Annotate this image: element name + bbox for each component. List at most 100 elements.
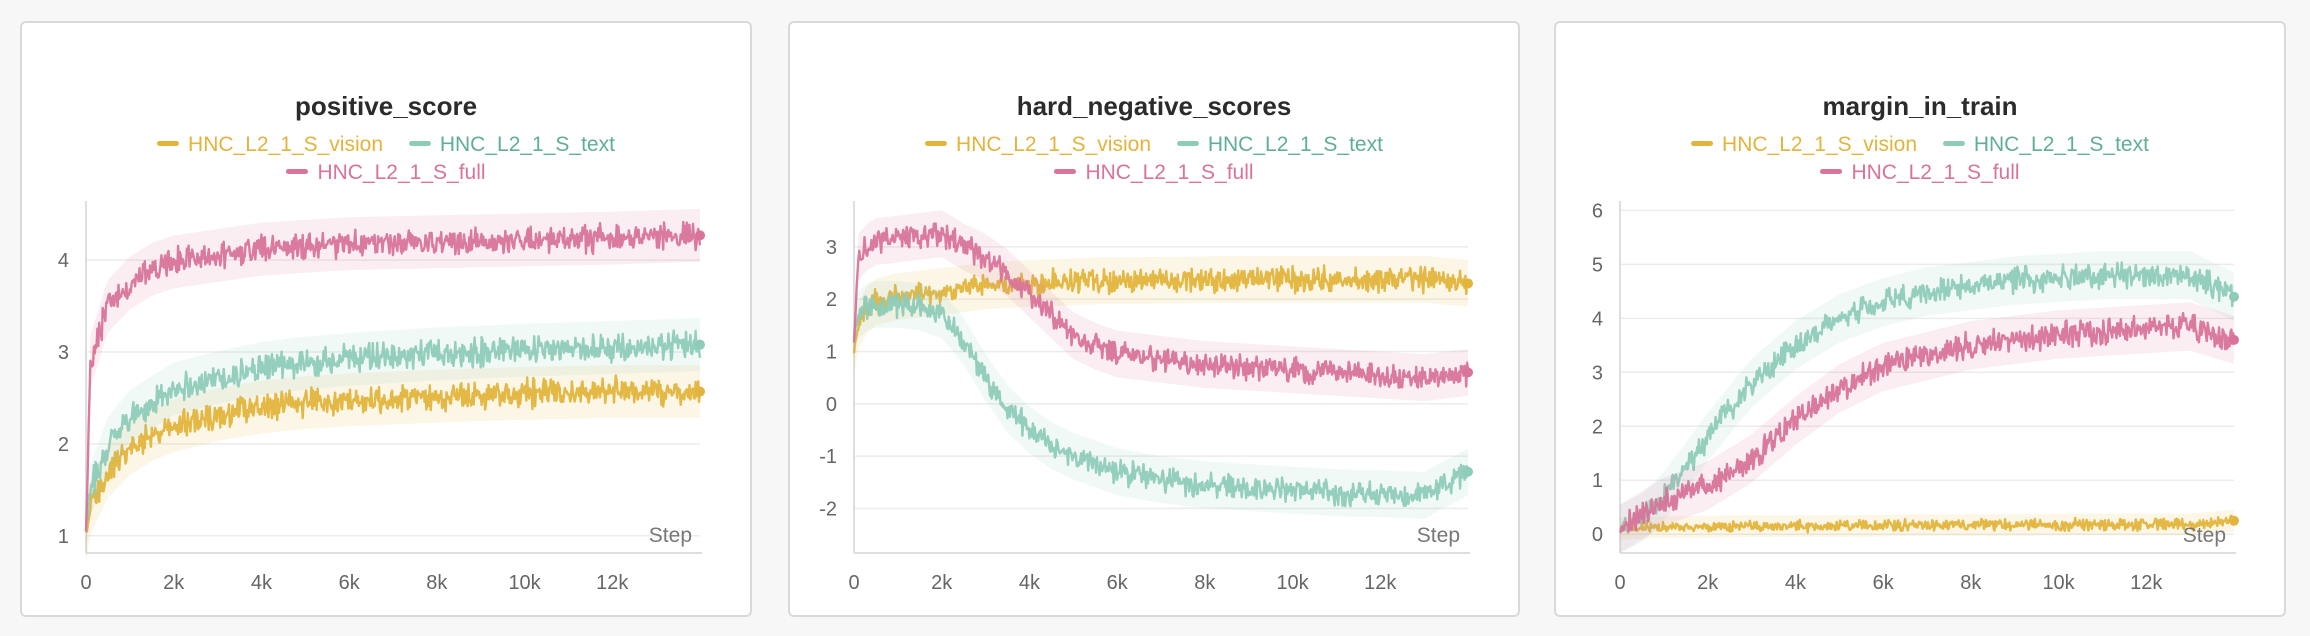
- legend-label: HNC_L2_1_S_text: [439, 133, 615, 156]
- x-tick-label: 2k: [1697, 572, 1719, 594]
- chart-plot[interactable]: 3 2 1 0 -1 -2 0 2k 4k 6k 8k 10k 12k Step: [790, 23, 1522, 619]
- legend-swatch: [157, 140, 180, 146]
- legend-label: HNC_L2_1_S_full: [1851, 161, 2020, 184]
- chart-plot[interactable]: 1 2 3 4 0 2k 4k 6k 8k 10k 12k Step: [22, 23, 754, 619]
- series-line[interactable]: [1618, 311, 2236, 534]
- chart-title: hard_negative_scores: [1016, 91, 1292, 121]
- y-tick-label: 2: [58, 434, 69, 456]
- x-tick-label: 6k: [339, 572, 361, 594]
- series-end-marker[interactable]: [2229, 334, 2239, 345]
- y-tick-label: 3: [1592, 362, 1603, 384]
- y-tick-label: -1: [819, 446, 837, 468]
- legend-swatch: [408, 140, 431, 146]
- series-band: [854, 255, 1468, 375]
- y-tick-label: 3: [58, 342, 69, 364]
- x-tick-label: 0: [80, 572, 91, 594]
- legend-item-vision[interactable]: HNC_L2_1_S_vision: [925, 131, 1151, 159]
- x-tick-label: 2k: [163, 572, 185, 594]
- series-end-marker[interactable]: [695, 339, 705, 350]
- x-tick-label: 12k: [2130, 572, 2163, 594]
- series-end-marker[interactable]: [1463, 466, 1473, 477]
- chart-title: positive_score: [294, 91, 478, 121]
- x-tick-label: 0: [848, 572, 859, 594]
- series-end-marker[interactable]: [1463, 278, 1473, 289]
- x-tick-label: 4k: [1785, 572, 1807, 594]
- y-tick-label: 6: [1592, 200, 1603, 222]
- legend-swatch: [1176, 140, 1199, 146]
- x-axis-label: Step: [649, 524, 692, 547]
- x-tick-label: 6k: [1873, 572, 1895, 594]
- y-tick-label: 2: [826, 289, 837, 311]
- legend-swatch: [1054, 168, 1077, 174]
- y-tick-label: 4: [1592, 308, 1603, 330]
- x-tick-label: 10k: [508, 572, 541, 594]
- y-tick-label: -2: [819, 498, 837, 520]
- legend-label: HNC_L2_1_S_full: [317, 161, 486, 184]
- x-tick-label: 8k: [426, 572, 448, 594]
- y-tick-label: 1: [826, 341, 837, 363]
- y-tick-label: 0: [1592, 524, 1603, 546]
- series-line[interactable]: [85, 374, 702, 533]
- legend-swatch: [1820, 168, 1843, 174]
- y-tick-label: 4: [58, 250, 69, 272]
- legend-label: HNC_L2_1_S_text: [1207, 133, 1383, 156]
- legend-swatch: [1691, 140, 1714, 146]
- y-tick-label: 0: [826, 394, 837, 416]
- legend-item-full[interactable]: HNC_L2_1_S_full: [1054, 159, 1254, 187]
- chart-plot[interactable]: 0 1 2 3 4 5 6 0 2k 4k 6k 8k 10k 12k Step: [1556, 23, 2288, 619]
- legend-label: HNC_L2_1_S_vision: [188, 133, 383, 156]
- series-line[interactable]: [1619, 261, 2236, 532]
- series-end-marker[interactable]: [2229, 515, 2239, 526]
- x-tick-label: 10k: [1276, 572, 1309, 594]
- series-band: [854, 210, 1468, 401]
- x-tick-label: 8k: [1960, 572, 1982, 594]
- chart-panel-margin-in-train: margin_in_train HNC_L2_1_S_vision HNC_L2…: [1554, 21, 2286, 617]
- legend-swatch: [286, 168, 309, 174]
- legend-item-full[interactable]: HNC_L2_1_S_full: [286, 159, 486, 187]
- legend-item-text[interactable]: HNC_L2_1_S_text: [408, 131, 615, 159]
- chart-panel-positive-score: positive_score HNC_L2_1_S_vision HNC_L2_…: [20, 21, 752, 617]
- legend-swatch: [1942, 140, 1965, 146]
- series-band: [854, 281, 1468, 519]
- x-tick-label: 0: [1614, 572, 1625, 594]
- legend-label: HNC_L2_1_S_full: [1085, 161, 1254, 184]
- y-tick-label: 1: [1592, 470, 1603, 492]
- x-axis-label: Step: [1417, 524, 1460, 547]
- chart-title: margin_in_train: [1822, 91, 2018, 121]
- y-tick-label: 3: [826, 237, 837, 259]
- y-tick-label: 5: [1592, 254, 1603, 276]
- x-axis-label: Step: [2183, 524, 2226, 547]
- chart-panel-hard-negative-scores: hard_negative_scores HNC_L2_1_S_vision H…: [788, 21, 1520, 617]
- legend-item-text[interactable]: HNC_L2_1_S_text: [1942, 131, 2149, 159]
- series-line[interactable]: [84, 329, 702, 523]
- legend-label: HNC_L2_1_S_vision: [956, 133, 1151, 156]
- x-tick-label: 10k: [2042, 572, 2075, 594]
- x-tick-label: 12k: [1364, 572, 1397, 594]
- x-tick-label: 4k: [1019, 572, 1041, 594]
- y-tick-label: 1: [58, 526, 69, 548]
- y-tick-label: 2: [1592, 416, 1603, 438]
- legend-label: HNC_L2_1_S_text: [1973, 133, 2149, 156]
- series-line[interactable]: [852, 264, 1470, 354]
- series-end-marker[interactable]: [695, 230, 705, 241]
- x-tick-label: 4k: [251, 572, 273, 594]
- series-line[interactable]: [1619, 514, 2236, 534]
- series-end-marker[interactable]: [2229, 291, 2239, 302]
- legend-item-vision[interactable]: HNC_L2_1_S_vision: [1691, 131, 1917, 159]
- chart-legend: HNC_L2_1_S_vision HNC_L2_1_S_text HNC_L2…: [790, 131, 1518, 187]
- series-band: [1620, 251, 2234, 553]
- series-line[interactable]: [84, 220, 702, 532]
- series-end-marker[interactable]: [1463, 367, 1473, 378]
- legend-item-full[interactable]: HNC_L2_1_S_full: [1820, 159, 2020, 187]
- series-line[interactable]: [852, 292, 1470, 508]
- series-end-marker[interactable]: [695, 386, 705, 397]
- series-band: [86, 208, 700, 563]
- x-tick-label: 2k: [931, 572, 953, 594]
- x-tick-label: 12k: [596, 572, 629, 594]
- x-tick-label: 8k: [1194, 572, 1216, 594]
- series-line[interactable]: [852, 222, 1470, 389]
- x-tick-label: 6k: [1107, 572, 1129, 594]
- chart-legend: HNC_L2_1_S_vision HNC_L2_1_S_text HNC_L2…: [1556, 131, 2284, 187]
- legend-item-text[interactable]: HNC_L2_1_S_text: [1176, 131, 1383, 159]
- legend-item-vision[interactable]: HNC_L2_1_S_vision: [157, 131, 383, 159]
